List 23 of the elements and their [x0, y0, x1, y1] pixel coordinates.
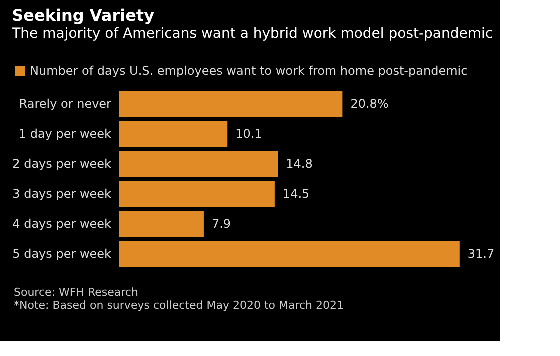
bar — [119, 211, 204, 237]
y-tick-label: 4 days per week — [12, 217, 112, 231]
data-label: 14.5 — [282, 187, 310, 201]
data-label: 14.8 — [286, 157, 313, 171]
y-tick-label: 2 days per week — [12, 157, 112, 171]
chart-subtitle: The majority of Americans want a hybrid work model post-pandemic — [11, 26, 494, 42]
legend-label: Number of days U.S. employees want to work from home post-pandemic — [30, 64, 468, 78]
data-label: 20.8% — [350, 97, 389, 111]
chart-title: Seeking Variety — [12, 6, 156, 25]
bar — [119, 121, 228, 147]
data-label: 31.7 — [468, 247, 495, 261]
y-tick-label: 3 days per week — [12, 187, 112, 201]
data-label: 10.1 — [236, 127, 262, 141]
bar — [119, 241, 460, 267]
data-label: 7.9 — [212, 217, 232, 231]
y-tick-label: Rarely or never — [19, 97, 112, 111]
text: *Note: Based on surveys collected May 2020 to March 2021 — [14, 299, 344, 312]
y-tick-label: 5 days per week — [12, 247, 112, 261]
source-note: Source: WFH Research — [14, 286, 138, 299]
bar — [119, 181, 275, 207]
bar — [119, 91, 343, 117]
bar — [119, 151, 278, 177]
y-tick-label: 1 day per week — [18, 127, 112, 141]
